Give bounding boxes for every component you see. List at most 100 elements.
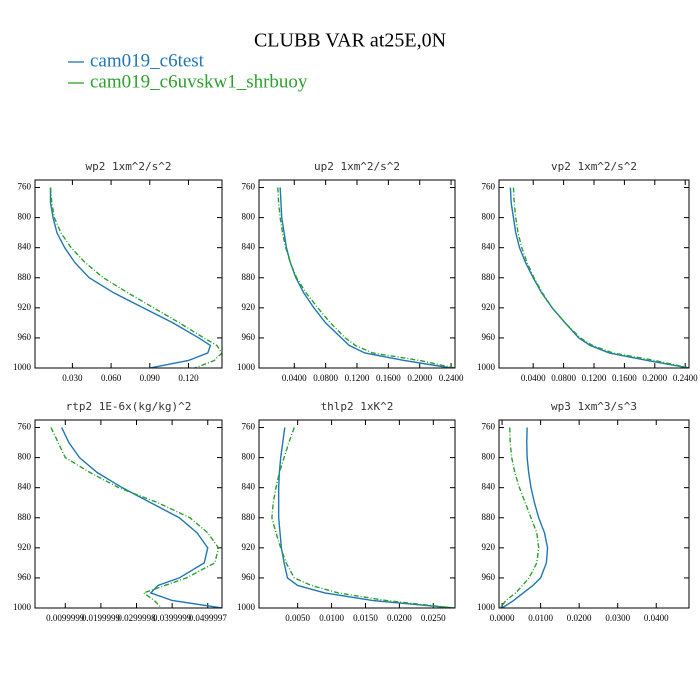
y-tick-label: 880 bbox=[242, 272, 256, 282]
x-tick-label: 0.0200 bbox=[387, 613, 412, 623]
x-tick-label: 0.0800 bbox=[551, 373, 576, 383]
x-tick-label: 0.060 bbox=[101, 373, 122, 383]
x-tick-label: 0.0499997 bbox=[189, 613, 228, 623]
y-tick-label: 840 bbox=[242, 482, 256, 492]
y-tick-label: 840 bbox=[482, 242, 496, 252]
x-tick-label: 0.0400 bbox=[521, 373, 546, 383]
y-tick-label: 920 bbox=[482, 542, 496, 552]
x-tick-label: 0.0400 bbox=[282, 373, 307, 383]
x-tick-label: 0.2000 bbox=[407, 373, 432, 383]
plot-frame bbox=[34, 179, 223, 369]
x-tick-label: 0.2400 bbox=[439, 373, 464, 383]
figure-title: CLUBB VAR at25E,0N bbox=[254, 30, 446, 52]
x-tick-label: 0.0150 bbox=[353, 613, 378, 623]
y-tick-label: 920 bbox=[482, 302, 496, 312]
x-tick-label: 0.0100 bbox=[319, 613, 344, 623]
y-tick-label: 800 bbox=[242, 452, 256, 462]
y-tick-label: 1000 bbox=[237, 602, 256, 612]
x-tick-label: 0.0099999 bbox=[46, 613, 85, 623]
plot-frame bbox=[258, 179, 456, 369]
y-tick-label: 840 bbox=[18, 482, 32, 492]
y-tick-label: 760 bbox=[242, 422, 256, 432]
y-tick-label: 1000 bbox=[477, 362, 496, 372]
y-tick-label: 840 bbox=[242, 242, 256, 252]
plot-frame bbox=[498, 419, 690, 609]
x-tick-label: 0.090 bbox=[140, 373, 161, 383]
series-line bbox=[512, 187, 689, 368]
legend-entry: cam019_c6uvskw1_shrbuoy bbox=[90, 71, 308, 92]
series-line bbox=[509, 187, 689, 368]
x-tick-label: 0.1600 bbox=[612, 373, 637, 383]
series-line bbox=[277, 187, 455, 368]
x-tick-label: 0.2400 bbox=[673, 373, 698, 383]
y-tick-label: 880 bbox=[482, 512, 496, 522]
y-tick-label: 960 bbox=[242, 332, 256, 342]
y-tick-label: 880 bbox=[18, 272, 32, 282]
panel-title: vp2 1xm^2/s^2 bbox=[551, 160, 637, 173]
plot-frame bbox=[258, 419, 456, 609]
plot-frame bbox=[34, 419, 223, 609]
y-tick-label: 920 bbox=[242, 302, 256, 312]
x-tick-label: 0.0300 bbox=[605, 613, 630, 623]
y-tick-label: 800 bbox=[18, 452, 32, 462]
x-tick-label: 0.0000 bbox=[490, 613, 515, 623]
x-tick-label: 0.0299998 bbox=[117, 613, 156, 623]
series-line bbox=[499, 427, 540, 608]
y-tick-label: 960 bbox=[482, 572, 496, 582]
y-tick-label: 1000 bbox=[477, 602, 496, 612]
x-tick-label: 0.0400 bbox=[644, 613, 669, 623]
x-tick-label: 0.0200 bbox=[567, 613, 592, 623]
y-tick-label: 920 bbox=[242, 542, 256, 552]
series-line bbox=[501, 427, 549, 608]
y-tick-label: 800 bbox=[482, 452, 496, 462]
y-tick-label: 840 bbox=[482, 482, 496, 492]
y-tick-label: 880 bbox=[482, 272, 496, 282]
y-tick-label: 760 bbox=[242, 182, 256, 192]
x-tick-label: 0.0199999 bbox=[82, 613, 121, 623]
panel-title: thlp2 1xK^2 bbox=[321, 400, 394, 413]
y-tick-label: 760 bbox=[482, 422, 496, 432]
x-tick-label: 0.0800 bbox=[313, 373, 338, 383]
x-tick-label: 0.2000 bbox=[642, 373, 667, 383]
panel-title: rtp2 1E-6x(kg/kg)^2 bbox=[66, 400, 192, 413]
y-tick-label: 800 bbox=[18, 212, 32, 222]
y-tick-label: 760 bbox=[18, 422, 32, 432]
series-line bbox=[49, 187, 222, 368]
series-line bbox=[61, 427, 222, 608]
y-tick-label: 920 bbox=[18, 302, 32, 312]
x-tick-label: 0.1200 bbox=[582, 373, 607, 383]
y-tick-label: 960 bbox=[482, 332, 496, 342]
y-tick-label: 760 bbox=[18, 182, 32, 192]
x-tick-label: 0.1200 bbox=[345, 373, 370, 383]
series-line bbox=[271, 427, 454, 608]
x-tick-label: 0.0100 bbox=[528, 613, 553, 623]
y-tick-label: 1000 bbox=[13, 602, 32, 612]
x-tick-label: 0.120 bbox=[178, 373, 199, 383]
x-tick-label: 0.0399999 bbox=[153, 613, 192, 623]
y-tick-label: 800 bbox=[242, 212, 256, 222]
x-tick-label: 0.0050 bbox=[285, 613, 310, 623]
series-line bbox=[279, 187, 452, 368]
y-tick-label: 880 bbox=[18, 512, 32, 522]
series-line bbox=[50, 427, 220, 608]
y-tick-label: 960 bbox=[18, 332, 32, 342]
legend-entry: cam019_c6test bbox=[90, 50, 205, 71]
panel-title: wp2 1xm^2/s^2 bbox=[85, 160, 171, 173]
y-tick-label: 1000 bbox=[237, 362, 256, 372]
y-tick-label: 840 bbox=[18, 242, 32, 252]
panel-title: wp3 1xm^3/s^3 bbox=[551, 400, 637, 413]
y-tick-label: 960 bbox=[242, 572, 256, 582]
panel-title: up2 1xm^2/s^2 bbox=[314, 160, 400, 173]
y-tick-label: 760 bbox=[482, 182, 496, 192]
x-tick-label: 0.0250 bbox=[421, 613, 446, 623]
series-line bbox=[49, 187, 212, 368]
y-tick-label: 880 bbox=[242, 512, 256, 522]
y-tick-label: 800 bbox=[482, 212, 496, 222]
plot-frame bbox=[498, 179, 690, 369]
y-tick-label: 960 bbox=[18, 572, 32, 582]
x-tick-label: 0.1600 bbox=[376, 373, 401, 383]
x-tick-label: 0.030 bbox=[62, 373, 83, 383]
y-tick-label: 1000 bbox=[13, 362, 32, 372]
y-tick-label: 920 bbox=[18, 542, 32, 552]
